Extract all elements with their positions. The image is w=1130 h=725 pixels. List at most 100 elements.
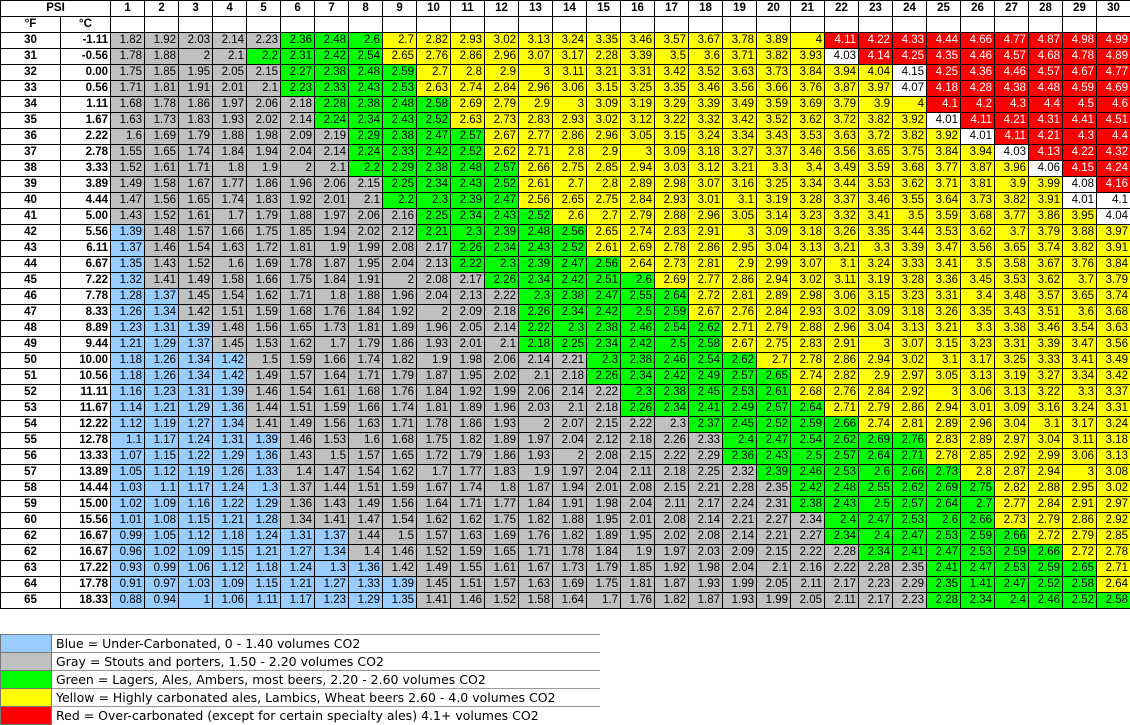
volume-cell[interactable]: 3.43 [757, 129, 791, 145]
volume-cell[interactable]: 2.01 [213, 81, 247, 97]
volume-cell[interactable]: 2.53 [723, 385, 757, 401]
psi-header-cell[interactable]: 21 [791, 1, 825, 17]
volume-cell[interactable]: 2 [519, 417, 553, 433]
volume-cell[interactable]: 4.3 [1063, 129, 1097, 145]
volume-cell[interactable]: 0.99 [145, 561, 179, 577]
volume-cell[interactable]: 3.19 [621, 97, 655, 113]
volume-cell[interactable]: 1.88 [349, 289, 383, 305]
volume-cell[interactable]: 1.54 [281, 385, 315, 401]
psi-header-cell[interactable]: 28 [1029, 1, 1063, 17]
volume-cell[interactable]: 2.7 [553, 177, 587, 193]
psi-header-cell[interactable]: 1 [111, 1, 145, 17]
volume-cell[interactable]: 2.02 [655, 529, 689, 545]
volume-cell[interactable]: 1.89 [383, 321, 417, 337]
volume-cell[interactable]: 2.06 [485, 353, 519, 369]
fahrenheit-cell[interactable]: 46 [1, 289, 61, 305]
volume-cell[interactable]: 1.17 [145, 433, 179, 449]
volume-cell[interactable]: 2.79 [859, 401, 893, 417]
fahrenheit-cell[interactable]: 40 [1, 193, 61, 209]
volume-cell[interactable]: 2.05 [451, 321, 485, 337]
volume-cell[interactable]: 2.57 [893, 497, 927, 513]
volume-cell[interactable]: 2.46 [1029, 593, 1063, 609]
volume-cell[interactable]: 2.64 [621, 257, 655, 273]
volume-cell[interactable]: 3.74 [1029, 241, 1063, 257]
volume-cell[interactable]: 3.15 [587, 81, 621, 97]
psi-header-cell[interactable]: 18 [689, 1, 723, 17]
volume-cell[interactable]: 1.94 [315, 225, 349, 241]
volume-cell[interactable]: 1.26 [213, 465, 247, 481]
volume-cell[interactable]: 2.5 [621, 305, 655, 321]
volume-cell[interactable]: 2.29 [349, 129, 383, 145]
volume-cell[interactable]: 1.86 [485, 449, 519, 465]
volume-cell[interactable]: 3.52 [757, 113, 791, 129]
volume-cell[interactable]: 1.31 [281, 529, 315, 545]
volume-cell[interactable]: 1.37 [179, 337, 213, 353]
volume-cell[interactable]: 1.48 [145, 225, 179, 241]
volume-cell[interactable]: 1.55 [111, 145, 145, 161]
volume-cell[interactable]: 1.71 [519, 545, 553, 561]
volume-cell[interactable]: 3.46 [621, 33, 655, 49]
volume-cell[interactable]: 2.3 [553, 321, 587, 337]
volume-cell[interactable]: 1.88 [281, 209, 315, 225]
volume-cell[interactable]: 1.36 [349, 561, 383, 577]
volume-cell[interactable]: 3.86 [1029, 209, 1063, 225]
volume-cell[interactable]: 1.5 [247, 353, 281, 369]
volume-cell[interactable]: 3.54 [1063, 321, 1097, 337]
volume-cell[interactable]: 3.72 [825, 113, 859, 129]
volume-cell[interactable]: 2.69 [621, 241, 655, 257]
volume-cell[interactable]: 2.36 [723, 449, 757, 465]
volume-cell[interactable]: 1.69 [553, 577, 587, 593]
volume-cell[interactable]: 1.98 [451, 353, 485, 369]
volume-cell[interactable]: 2.23 [281, 81, 315, 97]
empty-cell[interactable] [723, 17, 757, 33]
volume-cell[interactable]: 4.01 [927, 113, 961, 129]
volume-cell[interactable]: 1.75 [281, 273, 315, 289]
volume-cell[interactable]: 2.96 [587, 129, 621, 145]
volume-cell[interactable]: 1.31 [179, 385, 213, 401]
volume-cell[interactable]: 1.96 [383, 289, 417, 305]
volume-cell[interactable]: 2.38 [791, 497, 825, 513]
volume-cell[interactable]: 3.26 [825, 225, 859, 241]
volume-cell[interactable]: 2.63 [417, 81, 451, 97]
volume-cell[interactable]: 1.74 [213, 193, 247, 209]
volume-cell[interactable]: 1.97 [655, 545, 689, 561]
volume-cell[interactable]: 2.05 [791, 593, 825, 609]
volume-cell[interactable]: 1.09 [213, 577, 247, 593]
volume-cell[interactable]: 3.3 [961, 321, 995, 337]
celsius-cell[interactable]: 10.56 [61, 369, 111, 385]
volume-cell[interactable]: 2.61 [587, 241, 621, 257]
volume-cell[interactable]: 4.41 [1063, 113, 1097, 129]
volume-cell[interactable]: 2.9 [519, 97, 553, 113]
volume-cell[interactable]: 2.21 [553, 353, 587, 369]
psi-header-cell[interactable]: 11 [451, 1, 485, 17]
volume-cell[interactable]: 1.98 [587, 497, 621, 513]
volume-cell[interactable]: 1.58 [145, 177, 179, 193]
volume-cell[interactable]: 1.75 [417, 433, 451, 449]
volume-cell[interactable]: 2.28 [927, 593, 961, 609]
volume-cell[interactable]: 2.59 [961, 529, 995, 545]
volume-cell[interactable]: 3.67 [689, 33, 723, 49]
empty-cell[interactable] [791, 17, 825, 33]
volume-cell[interactable]: 2.2 [247, 49, 281, 65]
volume-cell[interactable]: 2.22 [655, 449, 689, 465]
volume-cell[interactable]: 2.54 [349, 49, 383, 65]
volume-cell[interactable]: 1.55 [451, 561, 485, 577]
volume-cell[interactable]: 2.11 [655, 497, 689, 513]
volume-cell[interactable]: 2.71 [723, 321, 757, 337]
celsius-cell[interactable]: 4.44 [61, 193, 111, 209]
volume-cell[interactable]: 1.09 [179, 545, 213, 561]
volume-cell[interactable]: 1.37 [111, 241, 145, 257]
volume-cell[interactable]: 2.65 [587, 225, 621, 241]
volume-cell[interactable]: 2.74 [859, 417, 893, 433]
fahrenheit-cell[interactable]: 34 [1, 97, 61, 113]
volume-cell[interactable]: 2.9 [485, 65, 519, 81]
volume-cell[interactable]: 4.67 [1063, 65, 1097, 81]
volume-cell[interactable]: 2.68 [791, 385, 825, 401]
volume-cell[interactable]: 2.48 [315, 33, 349, 49]
volume-cell[interactable]: 1.31 [213, 433, 247, 449]
volume-cell[interactable]: 4.18 [927, 81, 961, 97]
volume-cell[interactable]: 1.84 [519, 497, 553, 513]
volume-cell[interactable]: 1.9 [519, 465, 553, 481]
volume-cell[interactable]: 1.99 [757, 593, 791, 609]
volume-cell[interactable]: 2.23 [893, 593, 927, 609]
